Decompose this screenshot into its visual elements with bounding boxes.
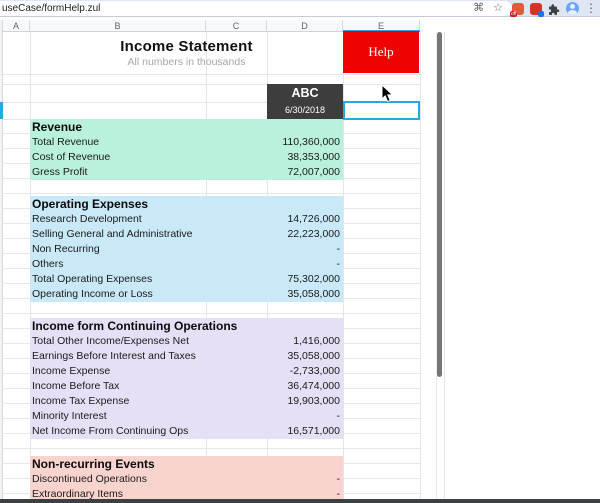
extension-icon-red[interactable] [530,2,544,17]
table-row: Research Development 14,726,000 [32,213,340,225]
table-row: Minority Interest - [32,410,340,422]
column-header-c[interactable]: C [206,20,267,32]
shortcut-command-icon[interactable]: ⌘ [473,2,485,14]
gridline [3,102,420,103]
help-button[interactable]: Help [343,31,419,73]
statement-title-cell[interactable]: Income Statement All numbers in thousand… [30,33,343,73]
section-header[interactable]: Non-recurring Events [32,457,155,471]
section-header[interactable]: Operating Expenses [32,197,149,211]
column-header-d[interactable]: D [267,20,343,32]
table-row: Total Operating Expenses 75,302,000 [32,273,340,285]
table-row: Income Before Tax 36,474,000 [32,380,340,392]
table-row: Net Income From Continuing Ops 16,571,000 [32,425,340,437]
gridline [3,84,420,85]
company-name-cell[interactable]: ABC Company [267,84,343,118]
gridline [420,32,421,499]
section-header[interactable]: Revenue [32,120,83,134]
column-header-b[interactable]: B [30,20,206,32]
table-row: Extraordinary Items - [32,488,340,500]
extension-off-badge: off [510,10,518,17]
table-row: Income Tax Expense 19,903,000 [32,395,340,407]
section-continuing-operations: Income form Continuing Operations Total … [30,318,343,439]
section-nonrecurring-events: Non-recurring Events Discontinued Operat… [30,456,343,502]
browser-extensions-area: off ⋮ [510,0,600,17]
page-subtitle: All numbers in thousands [127,56,246,68]
section-operating-expenses: Operating Expenses Research Development 1… [30,196,343,302]
browser-menu-icon[interactable]: ⋮ [585,1,597,15]
table-row: Operating Income or Loss 35,058,000 [32,288,340,300]
gridline [3,74,420,75]
table-row: Selling General and Administrative 22,223… [32,228,340,240]
page-title: Income Statement [120,38,253,55]
row-header-strip [0,20,3,499]
section-header[interactable]: Income form Continuing Operations [32,319,238,333]
browser-toolbar: useCase/formHelp.zul ⌘ ☆ off ⋮ [0,0,600,17]
gridline [343,32,344,499]
extensions-puzzle-icon[interactable] [548,3,560,15]
extension-blue-badge [538,10,544,17]
selected-cell[interactable] [343,101,420,120]
table-row: Discontinued Operations - [32,473,340,485]
table-row: Gress Profit 72,007,000 [32,166,340,178]
selected-row-indicator [0,102,3,119]
table-row: Total Revenue 110,360,000 [32,136,340,148]
table-row: Non Recurring - [32,243,340,255]
window-bottom-edge [0,499,600,503]
table-row: Income Expense -2,733,000 [32,365,340,377]
vertical-scrollbar-track[interactable] [436,32,445,499]
column-header-a[interactable]: A [3,20,30,32]
table-row: Cost of Revenue 38,353,000 [32,151,340,163]
mouse-cursor-icon [381,83,394,108]
url-text[interactable]: useCase/formHelp.zul [2,3,101,14]
url-bar[interactable]: useCase/formHelp.zul ⌘ ☆ [0,1,512,16]
profile-avatar-icon[interactable] [566,2,579,15]
table-row: Earnings Before Interest and Taxes 35,058… [32,350,340,362]
extension-icon-off[interactable]: off [510,2,524,17]
vertical-scrollbar-thumb[interactable] [437,32,442,377]
section-revenue: Revenue Total Revenue 110,360,000 Cost of… [30,119,343,180]
report-date-cell[interactable]: 6/30/2018 [267,102,343,119]
table-row: Total Other Income/Expenses Net 1,416,000 [32,335,340,347]
table-row: Others - [32,258,340,270]
bookmark-star-icon[interactable]: ☆ [493,2,503,14]
